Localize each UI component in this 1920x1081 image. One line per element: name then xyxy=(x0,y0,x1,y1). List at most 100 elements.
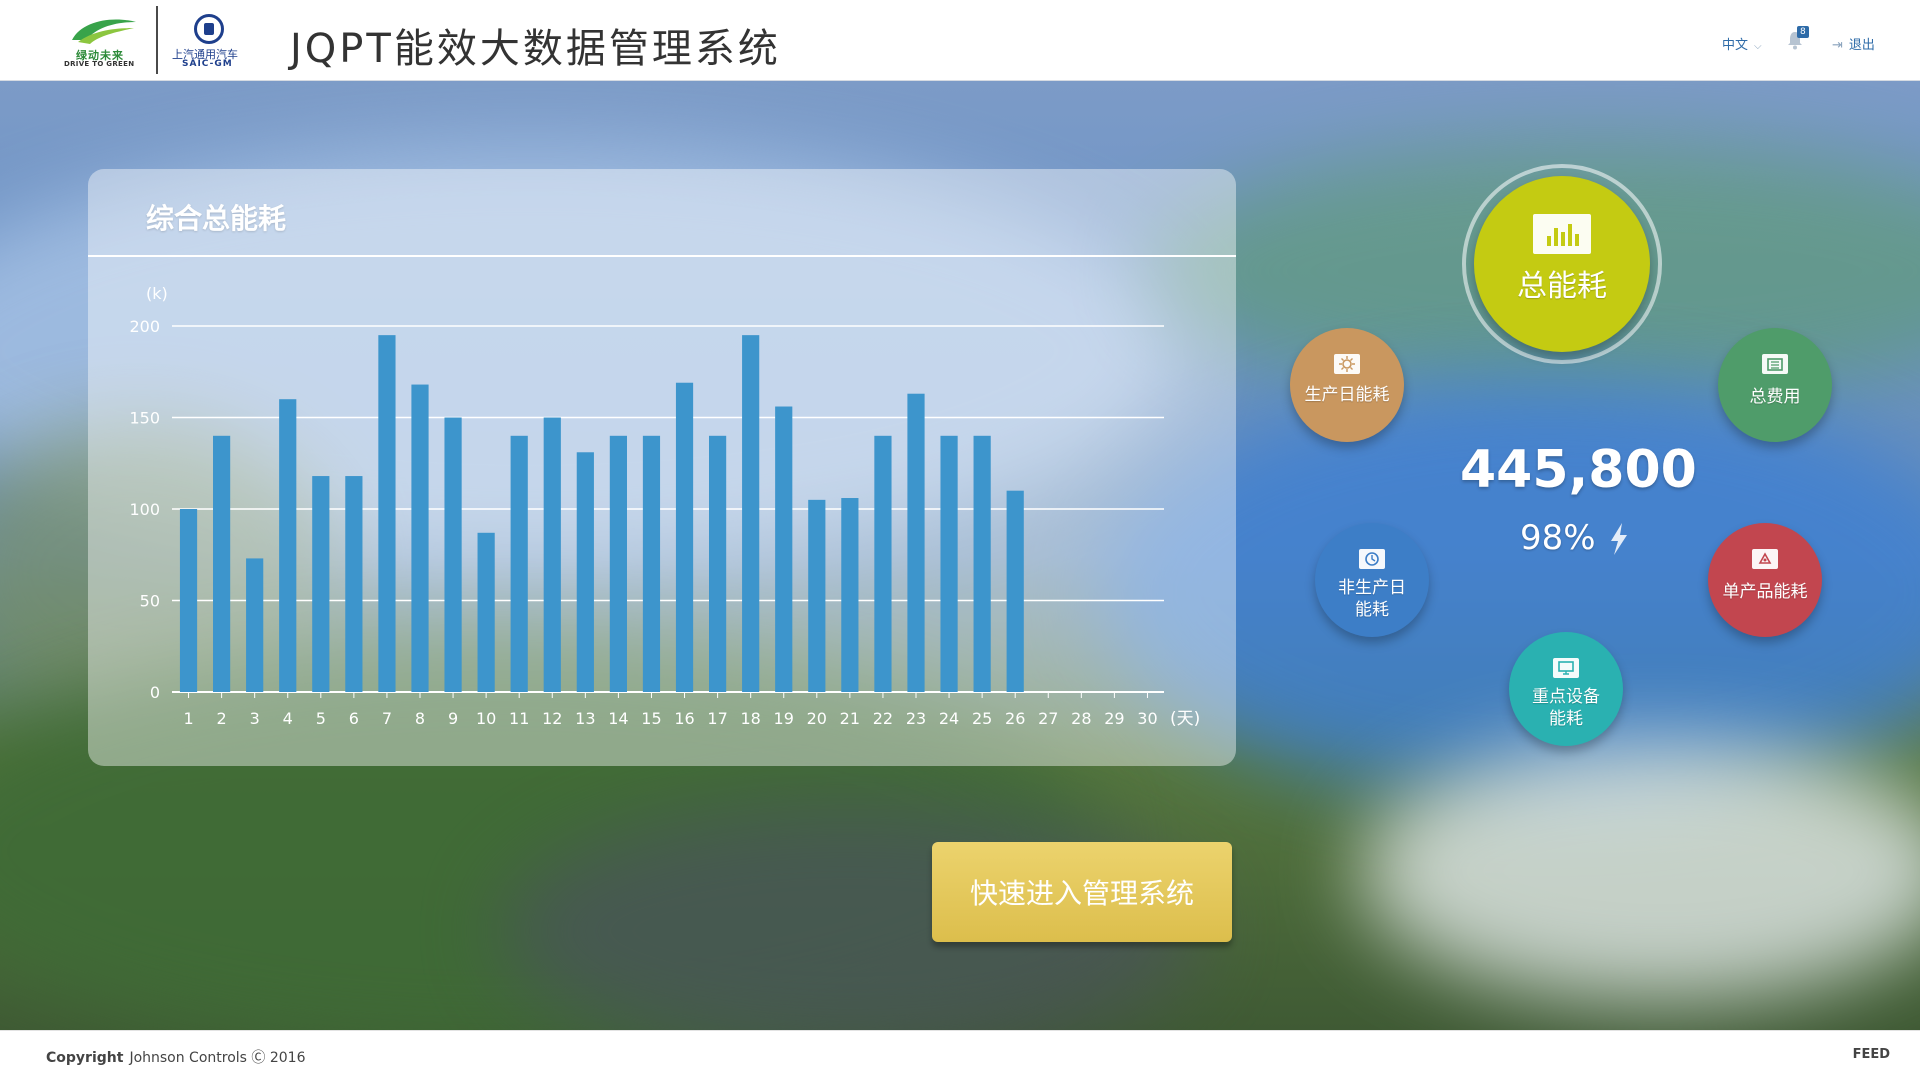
x-tick-label: 15 xyxy=(641,709,661,728)
total-energy-percent: 98% xyxy=(1520,518,1596,558)
key-equipment-energy-button[interactable]: 重点设备 能耗 xyxy=(1509,632,1623,746)
bar-day-7[interactable] xyxy=(378,335,396,692)
saic-brand-en: SAIC-GM xyxy=(182,59,233,69)
bar-day-3[interactable] xyxy=(246,558,264,692)
copyright-owner: Johnson Controls Ⓒ 2016 xyxy=(129,1050,306,1066)
x-tick-label: 14 xyxy=(608,709,628,728)
bar-day-1[interactable] xyxy=(179,509,198,692)
x-tick-label: 20 xyxy=(807,709,827,728)
total-cost-button[interactable]: 总费用 xyxy=(1718,328,1832,442)
x-tick-label: 26 xyxy=(1005,709,1025,728)
logo-divider xyxy=(156,6,158,74)
x-tick-label: 30 xyxy=(1137,709,1157,728)
bar-day-5[interactable] xyxy=(312,476,330,692)
language-selector[interactable]: 中文 ⌵ xyxy=(1722,34,1762,53)
x-tick-label: 24 xyxy=(939,709,959,728)
total-cost-label: 总费用 xyxy=(1749,387,1801,407)
y-tick-label: 0 xyxy=(150,683,160,702)
bar-day-4[interactable] xyxy=(279,399,297,692)
system-title: JQPT能效大数据管理系统 xyxy=(290,26,781,72)
x-tick-label: 21 xyxy=(840,709,860,728)
notification-badge: 8 xyxy=(1797,26,1809,38)
production-day-energy-button[interactable]: 生产日能耗 xyxy=(1290,328,1404,442)
green-swoosh-icon xyxy=(72,19,136,44)
non-production-day-energy-button[interactable]: 非生产日 能耗 xyxy=(1315,523,1429,637)
bar-day-10[interactable] xyxy=(477,532,495,692)
bar-day-2[interactable] xyxy=(213,435,231,692)
bar-day-11[interactable] xyxy=(510,435,528,692)
bar-day-13[interactable] xyxy=(576,452,594,692)
x-tick-label: 8 xyxy=(415,709,425,728)
x-tick-label: 23 xyxy=(906,709,926,728)
sun-icon xyxy=(1334,354,1360,374)
x-tick-label: 1 xyxy=(183,709,193,728)
bar-day-6[interactable] xyxy=(345,476,363,692)
saic-gm-logo: 上汽通用汽车 SAIC-GM xyxy=(168,14,254,69)
bar-day-23[interactable] xyxy=(907,393,925,692)
production-day-energy-label: 生产日能耗 xyxy=(1304,385,1390,405)
chevron-down-icon: ⌵ xyxy=(1754,41,1762,52)
energy-chart-panel: 综合总能耗 (k) (天) 0 50 100 150 200 1 2 3 4 5 6 7 8 9 10 11 1… xyxy=(88,169,1236,766)
lightning-bolt-icon xyxy=(1611,523,1627,555)
bar-day-18[interactable] xyxy=(742,335,760,692)
unit-product-energy-button[interactable]: 单产品能耗 xyxy=(1708,523,1822,637)
saic-badge-icon xyxy=(194,14,224,44)
logout-button[interactable]: ⇥ 退出 xyxy=(1832,34,1875,53)
y-tick-label: 150 xyxy=(129,409,160,428)
bar-day-16[interactable] xyxy=(675,382,694,692)
y-tick-label: 50 xyxy=(140,592,160,611)
x-tick-label: 9 xyxy=(448,709,458,728)
bar-day-17[interactable] xyxy=(709,435,727,692)
x-tick-label: 25 xyxy=(972,709,992,728)
copyright-label: Copyright xyxy=(46,1050,124,1066)
drive-to-green-logo: 绿动未来 DRIVE TO GREEN xyxy=(62,14,144,68)
y-tick-label: 100 xyxy=(129,500,160,519)
x-tick-label: 28 xyxy=(1071,709,1091,728)
recycle-icon xyxy=(1752,549,1778,569)
enter-management-system-button[interactable]: 快速进入管理系统 xyxy=(932,842,1232,942)
x-tick-label: 16 xyxy=(674,709,694,728)
bar-day-24[interactable] xyxy=(940,435,958,692)
bar-chart-icon xyxy=(1533,214,1591,254)
bar-day-8[interactable] xyxy=(411,384,429,692)
total-energy-ring xyxy=(1462,164,1662,364)
bar-day-26[interactable] xyxy=(1006,490,1024,692)
clock-icon xyxy=(1359,549,1385,569)
x-tick-label: 13 xyxy=(575,709,595,728)
non-production-day-energy-label-line2: 能耗 xyxy=(1355,600,1389,620)
language-label: 中文 xyxy=(1722,38,1749,53)
panel-title: 综合总能耗 xyxy=(146,202,287,235)
x-tick-label: 22 xyxy=(873,709,893,728)
bar-day-14[interactable] xyxy=(609,435,627,692)
x-tick-label: 5 xyxy=(316,709,326,728)
money-icon xyxy=(1762,354,1788,374)
x-tick-label: 2 xyxy=(217,709,227,728)
monitor-icon xyxy=(1553,658,1579,678)
exit-icon: ⇥ xyxy=(1832,38,1843,53)
x-tick-label: 7 xyxy=(382,709,392,728)
logo-brand-en: DRIVE TO GREEN xyxy=(64,60,135,68)
x-tick-label: 17 xyxy=(707,709,727,728)
total-energy-value: 445,800 xyxy=(1460,440,1697,500)
x-tick-label: 12 xyxy=(542,709,562,728)
y-axis-unit: (k) xyxy=(146,284,168,303)
bar-day-25[interactable] xyxy=(973,435,991,692)
non-production-day-energy-label-line1: 非生产日 xyxy=(1338,578,1406,598)
x-tick-label: 6 xyxy=(349,709,359,728)
key-equipment-energy-label-line1: 重点设备 xyxy=(1532,687,1600,707)
y-tick-label: 200 xyxy=(129,317,160,336)
bar-day-20[interactable] xyxy=(808,499,826,692)
bar-day-12[interactable] xyxy=(543,417,561,693)
x-tick-label: 18 xyxy=(740,709,760,728)
bar-day-9[interactable] xyxy=(444,417,462,693)
bar-day-21[interactable] xyxy=(841,498,859,692)
bar-day-19[interactable] xyxy=(775,406,793,692)
total-energy-button[interactable]: 总能耗 xyxy=(1474,176,1650,352)
bar-day-15[interactable] xyxy=(642,435,661,692)
saic-brand-cn: 上汽通用汽车 xyxy=(172,48,238,61)
copyright-text: Copyright Johnson Controls Ⓒ 2016 xyxy=(46,1047,306,1067)
logout-label: 退出 xyxy=(1848,38,1875,53)
x-tick-label: 29 xyxy=(1104,709,1124,728)
bar-day-22[interactable] xyxy=(874,435,892,692)
